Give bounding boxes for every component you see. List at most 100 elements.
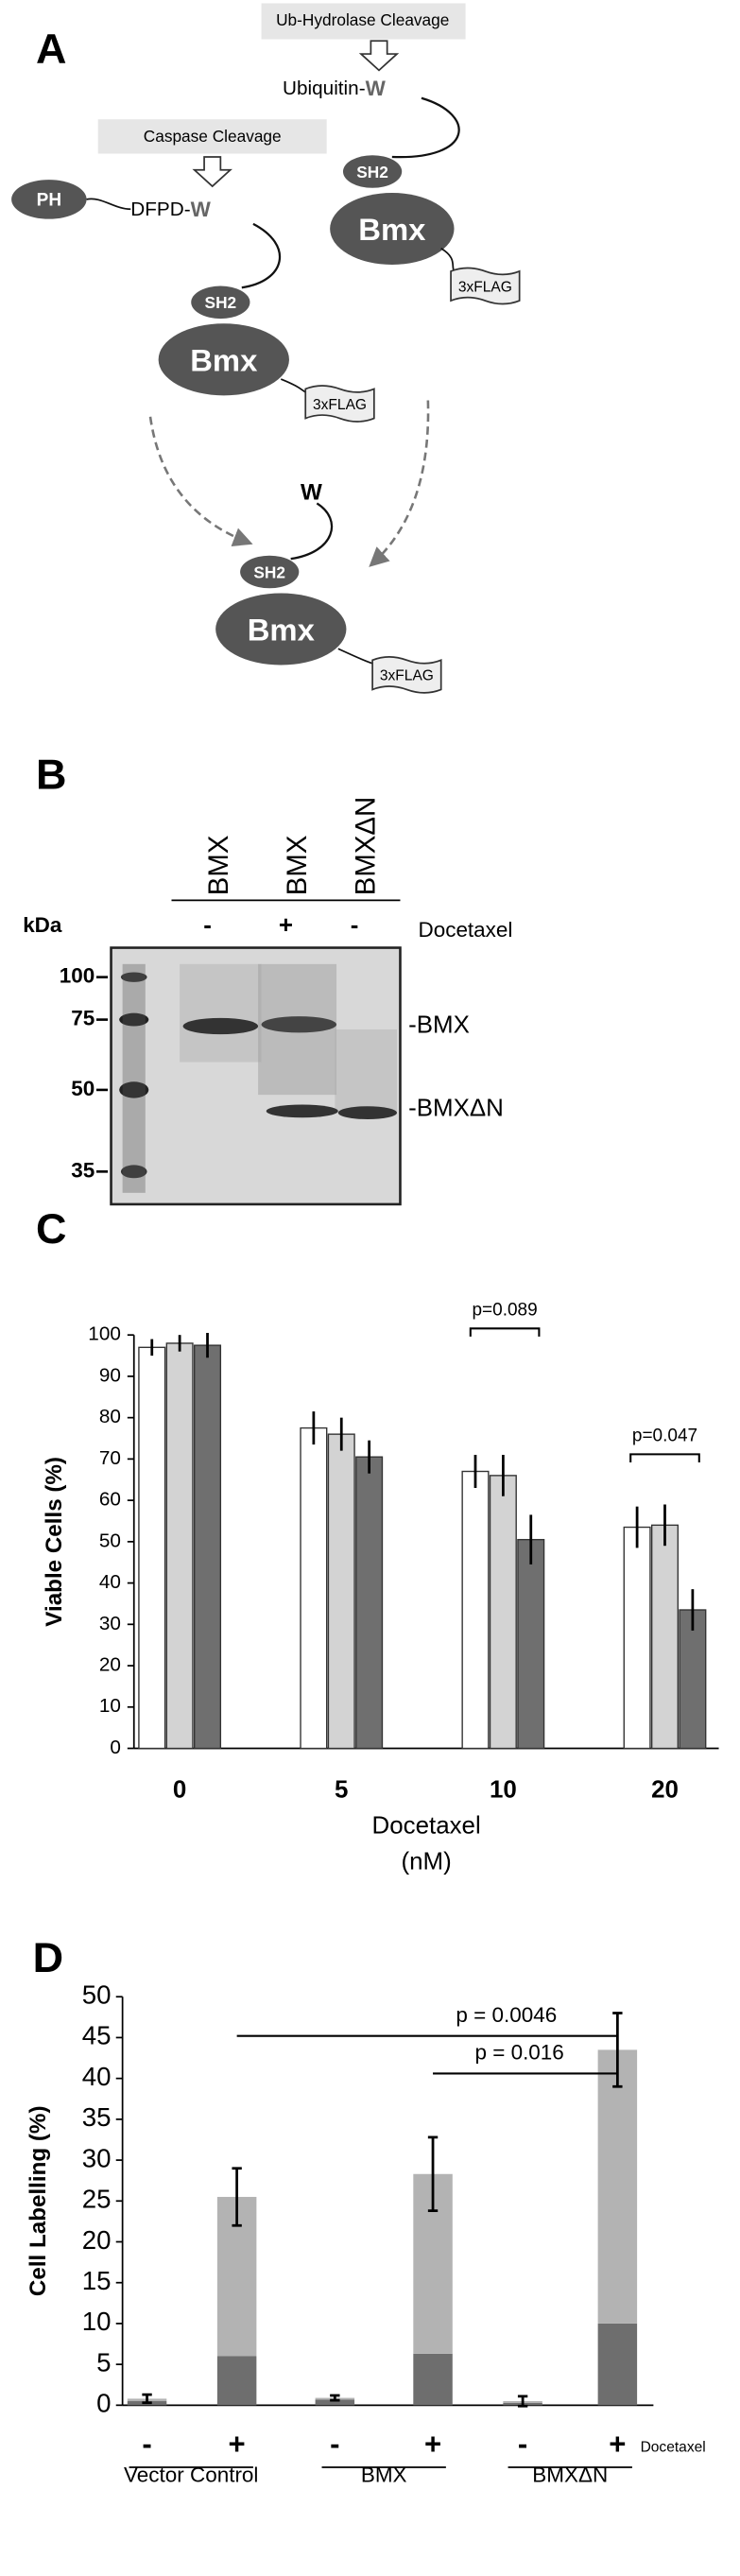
ladder-band — [120, 972, 147, 982]
x-tick-label: + — [424, 2428, 441, 2461]
gel — [110, 946, 402, 1206]
bmx — [158, 323, 289, 396]
bar — [517, 1538, 545, 1750]
y-tick-label: 5 — [96, 2347, 111, 2377]
sh2-label: SH2 — [205, 293, 237, 312]
smear — [180, 963, 262, 1063]
panel-label: A — [36, 25, 66, 73]
group-label: BMX — [360, 2464, 407, 2487]
bar — [193, 1344, 222, 1750]
flag-tag — [304, 385, 375, 423]
bracket — [469, 1327, 541, 1337]
bmx — [330, 192, 455, 266]
marker-label: 35 — [71, 1158, 95, 1182]
x-tick-label: 0 — [173, 1776, 186, 1803]
treatment-label: Docetaxel — [641, 2439, 706, 2455]
y-tick-label: 20 — [82, 2225, 112, 2255]
y-tick-label: 45 — [82, 2021, 112, 2050]
label-box — [97, 119, 327, 154]
band — [266, 1104, 338, 1118]
w: W — [191, 198, 212, 221]
y-tick-label: 0 — [110, 1737, 121, 1758]
ladder-band — [120, 1165, 147, 1179]
treatment-label: Docetaxel — [418, 918, 512, 942]
linker — [440, 248, 456, 272]
x-tick-label: + — [609, 2428, 626, 2461]
flag-tag — [450, 267, 521, 305]
y-tick-label: 50 — [82, 1980, 112, 2010]
bar — [650, 1524, 680, 1750]
panel-label: D — [33, 1933, 63, 1981]
marker-label: 50 — [71, 1077, 95, 1100]
ubiquitin-label: Ubiquitin-W — [283, 77, 387, 100]
smear — [335, 1029, 398, 1112]
linker — [280, 378, 306, 393]
band-label: -BMX — [408, 1011, 470, 1038]
bar — [461, 1470, 490, 1750]
ph — [11, 180, 87, 219]
error-bar — [232, 2167, 242, 2227]
panel-a: A Ub-Hydrolase Cleavage Ubiquitin-W SH2 … — [11, 3, 521, 694]
panel-label: C — [36, 1204, 66, 1253]
w: W — [366, 77, 387, 100]
linker — [391, 96, 460, 159]
annotation: p = 0.016 — [474, 2041, 563, 2065]
caspase-label: Caspase Cleavage — [144, 127, 282, 146]
annotation: p=0.089 — [472, 1300, 537, 1320]
band — [182, 1017, 259, 1035]
bar — [679, 1609, 707, 1750]
flag-tag — [371, 656, 442, 694]
marker-label: 100 — [60, 964, 95, 988]
bar-segment — [597, 2049, 638, 2324]
sh2-label: SH2 — [253, 562, 285, 581]
sh2 — [342, 155, 403, 188]
band — [261, 1016, 337, 1033]
bar-segment — [315, 2399, 355, 2406]
error-bar — [330, 2394, 340, 2402]
y-tick-label: 10 — [82, 2307, 112, 2336]
bar — [300, 1426, 328, 1750]
group-label-box: Vector Control — [124, 2464, 258, 2486]
x-axis-label: Docetaxel — [372, 1812, 481, 1839]
ub-label: Ub-Hydrolase Cleavage — [276, 10, 449, 29]
bracket — [629, 1453, 700, 1463]
group-label: BMXΔN — [532, 2464, 609, 2487]
ph-label: PH — [37, 191, 61, 211]
sh2 — [240, 555, 300, 589]
annotation: p=0.047 — [632, 1426, 697, 1445]
arrow — [192, 156, 232, 188]
y-tick-label: 40 — [99, 1571, 121, 1593]
error-bar — [427, 2135, 439, 2213]
x-tick-label: + — [229, 2428, 246, 2461]
flag-label: 3xFLAG — [313, 397, 367, 413]
bar-segment — [597, 2323, 638, 2406]
dfpd-label: DFPD-W — [130, 198, 211, 221]
arrow — [358, 40, 400, 72]
y-axis-label: Viable Cells (%) — [42, 1457, 67, 1627]
y-tick-label: 40 — [82, 2062, 112, 2091]
dfpd: DFPD- — [130, 199, 190, 220]
bmx-label: Bmx — [248, 613, 316, 648]
bar — [489, 1475, 517, 1750]
flag-label: 3xFLAG — [458, 279, 512, 295]
y-tick-label: 0 — [96, 2389, 111, 2418]
bar — [623, 1526, 651, 1750]
bar-segment — [216, 2356, 257, 2406]
x-axis-unit: (nM) — [402, 1848, 452, 1875]
x-tick-label: - — [330, 2428, 339, 2461]
y-axis-label: Cell Labelling (%) — [26, 2105, 51, 2296]
unit-label: kDa — [23, 913, 62, 937]
treatment-mark: - — [203, 912, 212, 939]
ubiquitin: Ubiquitin- — [283, 78, 366, 100]
linker — [290, 502, 334, 561]
band — [337, 1106, 398, 1120]
x-tick-label: - — [142, 2428, 151, 2461]
ladder-band — [119, 1012, 149, 1027]
group-label-box: BMXΔN — [532, 2464, 609, 2487]
bmx-label: Bmx — [358, 212, 426, 247]
band-label: -BMXΔN — [408, 1096, 504, 1122]
bar — [138, 1346, 166, 1750]
y-tick-label: 35 — [82, 2102, 112, 2132]
marker-label: 75 — [71, 1007, 95, 1030]
